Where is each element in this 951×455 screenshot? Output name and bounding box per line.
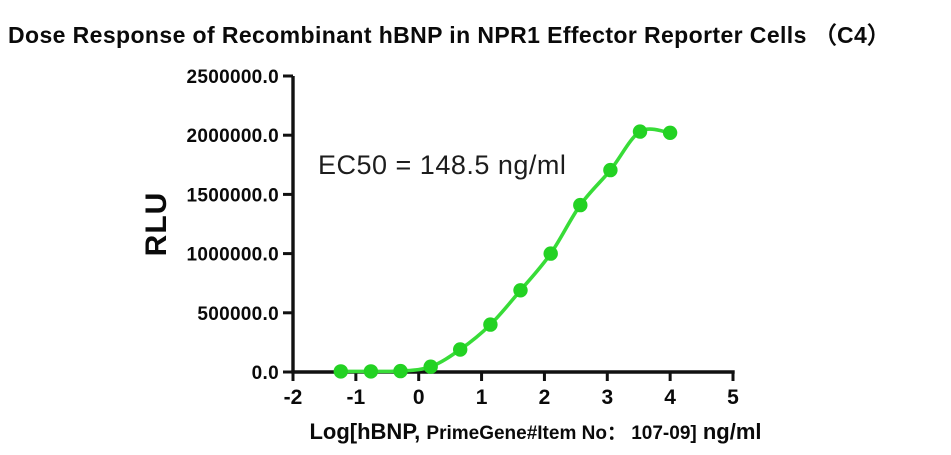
data-point xyxy=(573,197,588,213)
x-tick-label: 0 xyxy=(413,386,425,409)
x-tick-label: 1 xyxy=(476,386,488,409)
x-tick-label: 2 xyxy=(539,386,551,409)
data-point xyxy=(453,342,468,357)
data-point xyxy=(423,359,438,374)
data-point xyxy=(513,283,528,298)
y-tick-label: 1000000.0 xyxy=(186,245,279,266)
x-tick-label: -1 xyxy=(347,386,366,409)
x-tick-label: 4 xyxy=(664,386,676,409)
data-point xyxy=(543,246,558,261)
y-tick-label: 500000.0 xyxy=(197,304,279,325)
x-tick-label: 5 xyxy=(727,386,739,409)
y-tick-label: 0.0 xyxy=(252,363,279,384)
data-point xyxy=(363,364,379,379)
data-point xyxy=(603,162,618,178)
x-axis-label: Log[hBNP, PrimeGene#Item No： 107-09] ng/… xyxy=(293,418,778,445)
data-point xyxy=(662,125,678,140)
x-axis-label-catalog: PrimeGene#Item No： 107-09] xyxy=(426,423,697,444)
data-point xyxy=(333,364,348,379)
x-tick-label: -2 xyxy=(284,386,303,409)
y-tick-label: 2500000.0 xyxy=(186,67,279,88)
y-tick-label: 2000000.0 xyxy=(186,126,279,147)
chart-title: Dose Response of Recombinant hBNP in NPR… xyxy=(8,22,891,48)
data-point xyxy=(632,124,648,139)
x-axis-label-units: ng/ml xyxy=(696,419,762,444)
x-tick-label: 3 xyxy=(601,386,613,409)
data-point xyxy=(483,317,498,332)
data-point xyxy=(393,363,408,379)
y-tick-label: 1500000.0 xyxy=(186,185,279,206)
ec50-annotation: EC50 = 148.5 ng/ml xyxy=(318,150,567,180)
x-axis-label-prefix: Log[hBNP, xyxy=(309,419,427,444)
